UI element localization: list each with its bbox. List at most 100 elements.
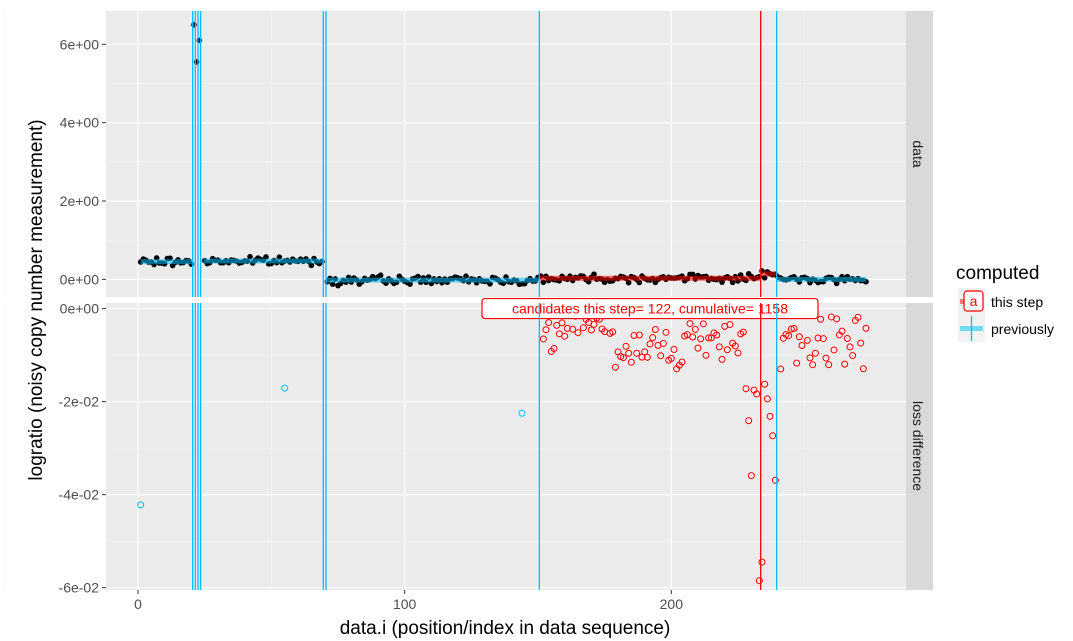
loss-point-this-step — [793, 359, 801, 367]
data-point — [329, 281, 336, 287]
loss-point-this-step — [819, 335, 827, 343]
loss-point-this-step — [785, 332, 793, 340]
data-point — [591, 271, 597, 278]
loss-point-this-step — [651, 325, 659, 333]
data-point — [407, 281, 413, 287]
loss-point-this-step — [678, 358, 686, 366]
loss-point-this-step — [625, 349, 633, 357]
data-point — [463, 273, 469, 279]
loss-point-this-step — [609, 328, 617, 336]
loss-point-this-step — [838, 327, 846, 335]
legend-title: computed — [956, 263, 1039, 284]
loss-point-this-step — [753, 390, 761, 398]
loss-point-this-step — [857, 339, 865, 347]
loss-point-this-step — [769, 432, 777, 440]
loss-point-this-step — [627, 358, 635, 366]
loss-point-this-step — [686, 320, 694, 328]
loss-point-this-step — [777, 365, 785, 373]
y-tick-label: 2e+00 — [60, 193, 100, 209]
loss-point-this-step — [539, 335, 547, 343]
loss-point-this-step — [662, 328, 670, 336]
loss-point-this-step — [587, 326, 595, 334]
loss-point-this-step — [726, 321, 734, 329]
loss-point-this-step — [742, 385, 750, 393]
loss-point-this-step — [817, 315, 825, 323]
loss-point-this-step — [697, 335, 705, 343]
x-tick-label: 100 — [393, 596, 417, 612]
loss-point-previously — [281, 384, 289, 392]
loss-point-this-step — [755, 577, 763, 585]
y-tick-label: 0e+00 — [60, 301, 100, 317]
data-panel: 0e+00 2e+00 4e+00 6e+00 — [4, 11, 906, 297]
loss-point-this-step — [747, 472, 755, 480]
loss-point-this-step — [643, 353, 651, 361]
loss-point-this-step — [787, 325, 795, 333]
loss-point-this-step — [569, 325, 577, 333]
y-tick-label: -6e-02 — [59, 580, 100, 596]
loss-point-this-step — [745, 417, 753, 425]
loss-point-this-step — [763, 395, 771, 403]
y-tick-label: -4e-02 — [59, 487, 100, 503]
loss-point-this-step — [803, 336, 811, 344]
loss-point-this-step — [718, 355, 726, 363]
legend: computed a this step previously — [956, 263, 1054, 342]
loss-point-this-step — [579, 324, 587, 332]
loss-point-this-step — [558, 319, 566, 327]
loss-point-this-step — [561, 332, 569, 340]
loss-point-this-step — [705, 334, 713, 342]
loss-point-this-step — [849, 352, 857, 360]
loss-point-this-step — [563, 324, 571, 332]
annotation-text: candidates this step= 122, cumulative= 1… — [512, 301, 788, 317]
loss-point-this-step — [811, 349, 819, 357]
loss-point-this-step — [862, 324, 870, 332]
loss-point-this-step — [846, 343, 854, 351]
loss-point-this-step — [689, 333, 697, 341]
loss-point-this-step — [667, 354, 675, 362]
loss-point-this-step — [611, 363, 619, 371]
loss-point-this-step — [814, 334, 822, 342]
loss-point-this-step — [771, 476, 779, 484]
data-point — [719, 279, 725, 285]
loss-point-this-step — [723, 346, 731, 354]
loss-point-this-step — [841, 360, 849, 368]
loss-point-this-step — [761, 380, 769, 388]
loss-point-this-step — [670, 346, 678, 354]
loss-point-this-step — [542, 326, 550, 334]
loss-point-this-step — [649, 334, 657, 342]
loss-point-this-step — [641, 348, 649, 356]
loss-point-this-step — [619, 354, 627, 362]
loss-point-this-step — [630, 331, 638, 339]
data-point — [377, 272, 384, 279]
loss-point-this-step — [659, 339, 667, 347]
loss-point-this-step — [806, 354, 814, 362]
y-tick-label: 4e+00 — [60, 115, 100, 131]
loss-point-this-step — [854, 313, 862, 321]
loss-point-this-step — [734, 349, 742, 357]
loss-point-this-step — [833, 315, 841, 323]
annotation-box — [481, 297, 819, 320]
loss-point-this-step — [635, 331, 643, 339]
loss-point-this-step — [646, 340, 654, 348]
loss-point-this-step — [657, 352, 665, 360]
data-point — [833, 280, 840, 287]
data-point — [247, 253, 253, 260]
loss-point-this-step — [590, 320, 598, 328]
loss-point-this-step — [830, 346, 838, 354]
data-point — [308, 262, 315, 269]
loss-point-previously — [518, 409, 526, 417]
loss-difference-panel: 0e+00 -2e-02 -4e-02 -6e-02 candidates this s… — [4, 297, 906, 596]
loss-point-this-step — [825, 361, 833, 369]
loss-point-this-step — [699, 320, 707, 328]
loss-point-this-step — [713, 331, 721, 339]
panel-background — [106, 303, 906, 590]
loss-point-this-step — [795, 333, 803, 341]
legend-glyph-this-step: a — [970, 293, 978, 309]
y-axis-title: logratio (noisy copy number measurement) — [26, 119, 47, 480]
legend-label-this-step: this step — [991, 294, 1043, 310]
y-tick-label: 6e+00 — [60, 36, 100, 52]
data-point — [263, 254, 269, 260]
data-point — [636, 279, 643, 286]
data-point — [540, 279, 547, 286]
data-point — [625, 279, 632, 286]
